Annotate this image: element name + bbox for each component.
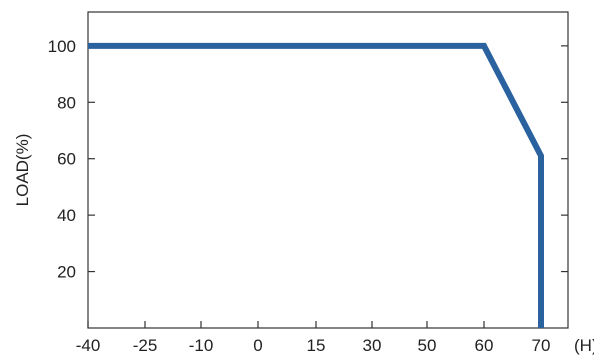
x-tick-label: 30 (363, 336, 382, 355)
x-tick-label: 50 (418, 336, 437, 355)
x-tick-label: 15 (307, 336, 326, 355)
y-tick-label: 40 (57, 206, 76, 225)
y-axis-ticks: 20 40 60 80 100 (48, 37, 568, 282)
x-axis-unit-label: (H) (574, 336, 594, 355)
x-tick-label: -40 (76, 336, 101, 355)
plot-frame (87, 11, 569, 329)
y-tick-label: 100 (48, 37, 76, 56)
x-tick-label: 60 (475, 336, 494, 355)
x-tick-label: -25 (133, 336, 158, 355)
y-tick-label: 60 (57, 150, 76, 169)
x-tick-label: -10 (189, 336, 214, 355)
y-axis-title: LOAD(%) (13, 134, 32, 207)
y-tick-label: 20 (57, 263, 76, 282)
y-tick-label: 80 (57, 93, 76, 112)
x-tick-label: 0 (253, 336, 262, 355)
series-group (88, 42, 544, 328)
x-tick-label: 70 (532, 336, 551, 355)
series-line (88, 42, 544, 328)
x-axis-ticks: -40 -25 -10 0 15 30 50 60 70 (76, 321, 551, 355)
